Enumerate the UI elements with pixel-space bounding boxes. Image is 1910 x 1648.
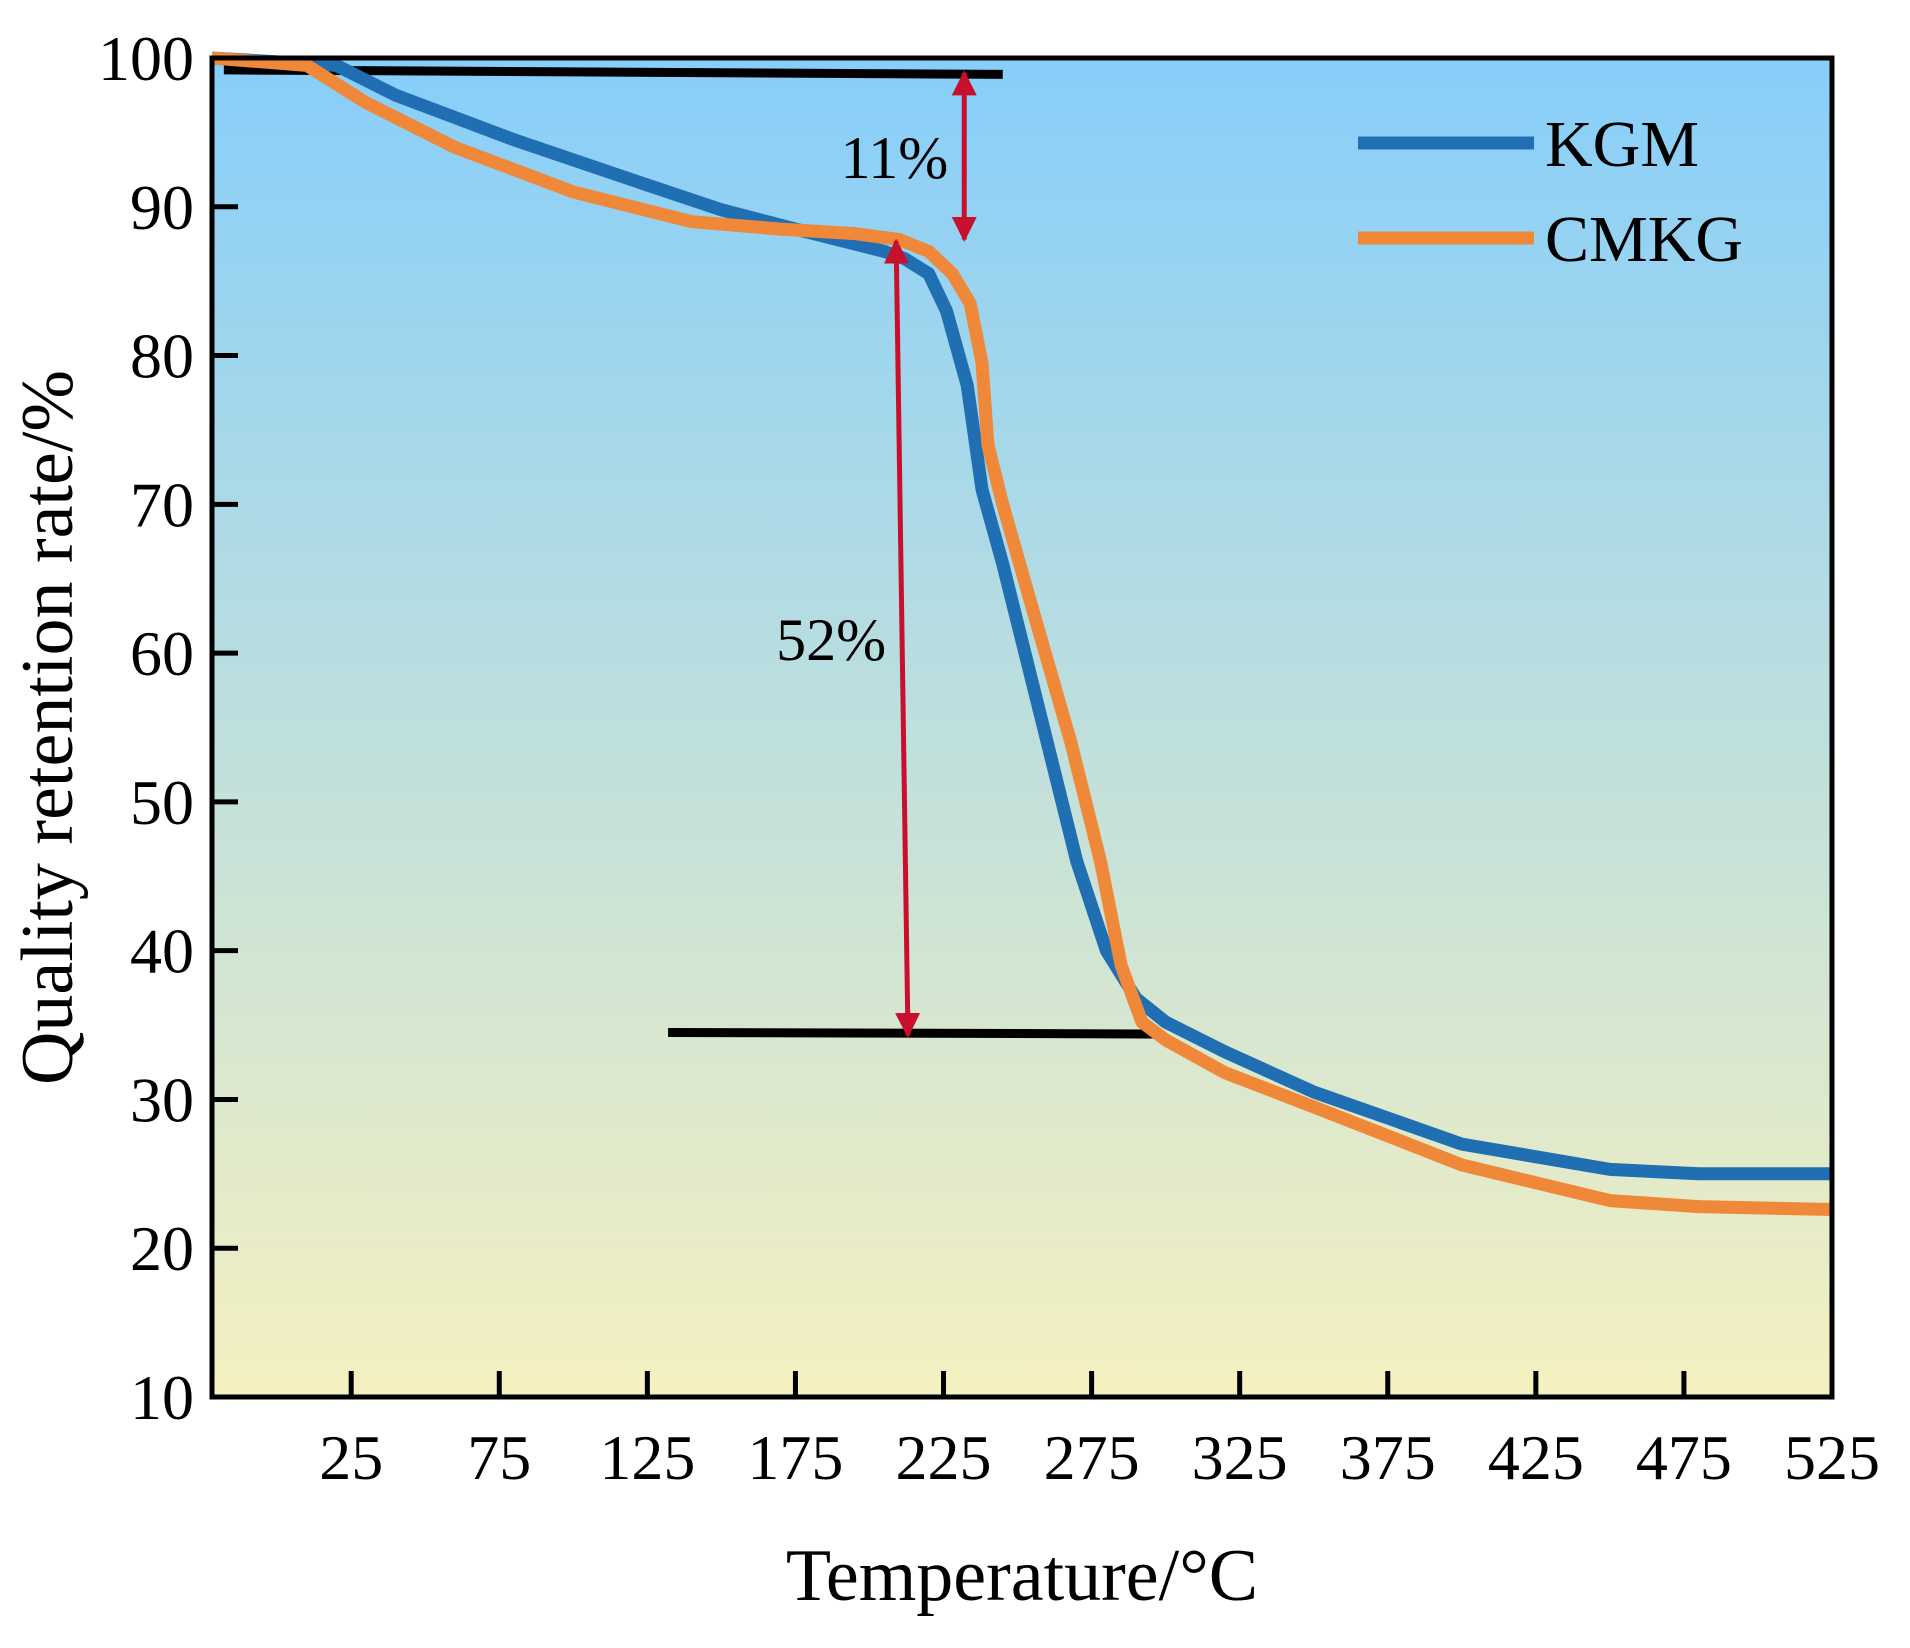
annotation-label-2: 52% (776, 607, 886, 673)
y-tick-label: 10 (130, 1362, 194, 1433)
y-tick-label: 20 (130, 1213, 194, 1284)
y-axis: 10 20 30 40 50 60 70 80 90 100 (98, 23, 238, 1433)
reference-line-2 (668, 1027, 1157, 1039)
x-axis-title: Temperature/°C (786, 1535, 1258, 1617)
y-tick-label: 70 (130, 469, 194, 540)
annotation-label-1: 11% (840, 125, 948, 191)
y-tick-label: 40 (130, 916, 194, 987)
legend-label-cmkg: CMKG (1545, 203, 1743, 276)
annotation-layer: 11% 52% (776, 70, 977, 1038)
y-tick-label: 60 (130, 618, 194, 689)
x-tick-label: 325 (1192, 1422, 1288, 1493)
annotation-arrow-2 (883, 238, 921, 1038)
plot-background (212, 58, 1832, 1397)
y-tick-label: 80 (130, 321, 194, 392)
series-line-kgm (211, 51, 1832, 1181)
legend: KGM CMKG (1358, 108, 1743, 276)
plot-frame (209, 55, 1835, 1400)
x-tick-label: 125 (599, 1422, 695, 1493)
x-tick-label: 175 (747, 1422, 843, 1493)
y-tick-label: 90 (130, 172, 194, 243)
x-tick-label: 525 (1784, 1422, 1880, 1493)
x-tick-label: 75 (467, 1422, 531, 1493)
legend-label-kgm: KGM (1545, 108, 1699, 181)
y-tick-label: 50 (130, 767, 194, 838)
x-tick-label: 375 (1340, 1422, 1436, 1493)
x-tick-label: 425 (1488, 1422, 1584, 1493)
x-tick-label: 275 (1044, 1422, 1140, 1493)
x-tick-label: 25 (319, 1422, 383, 1493)
x-axis: 25 75 125 175 225 275 325 375 425 475 525 (319, 1371, 1880, 1493)
series-layer (211, 51, 1833, 1216)
x-tick-label: 475 (1636, 1422, 1732, 1493)
y-axis-title: Quality retention rate/% (7, 370, 89, 1085)
series-line-cmkg (211, 51, 1833, 1216)
x-tick-label: 225 (896, 1422, 992, 1493)
y-tick-label: 100 (98, 23, 194, 94)
y-tick-label: 30 (130, 1064, 194, 1135)
